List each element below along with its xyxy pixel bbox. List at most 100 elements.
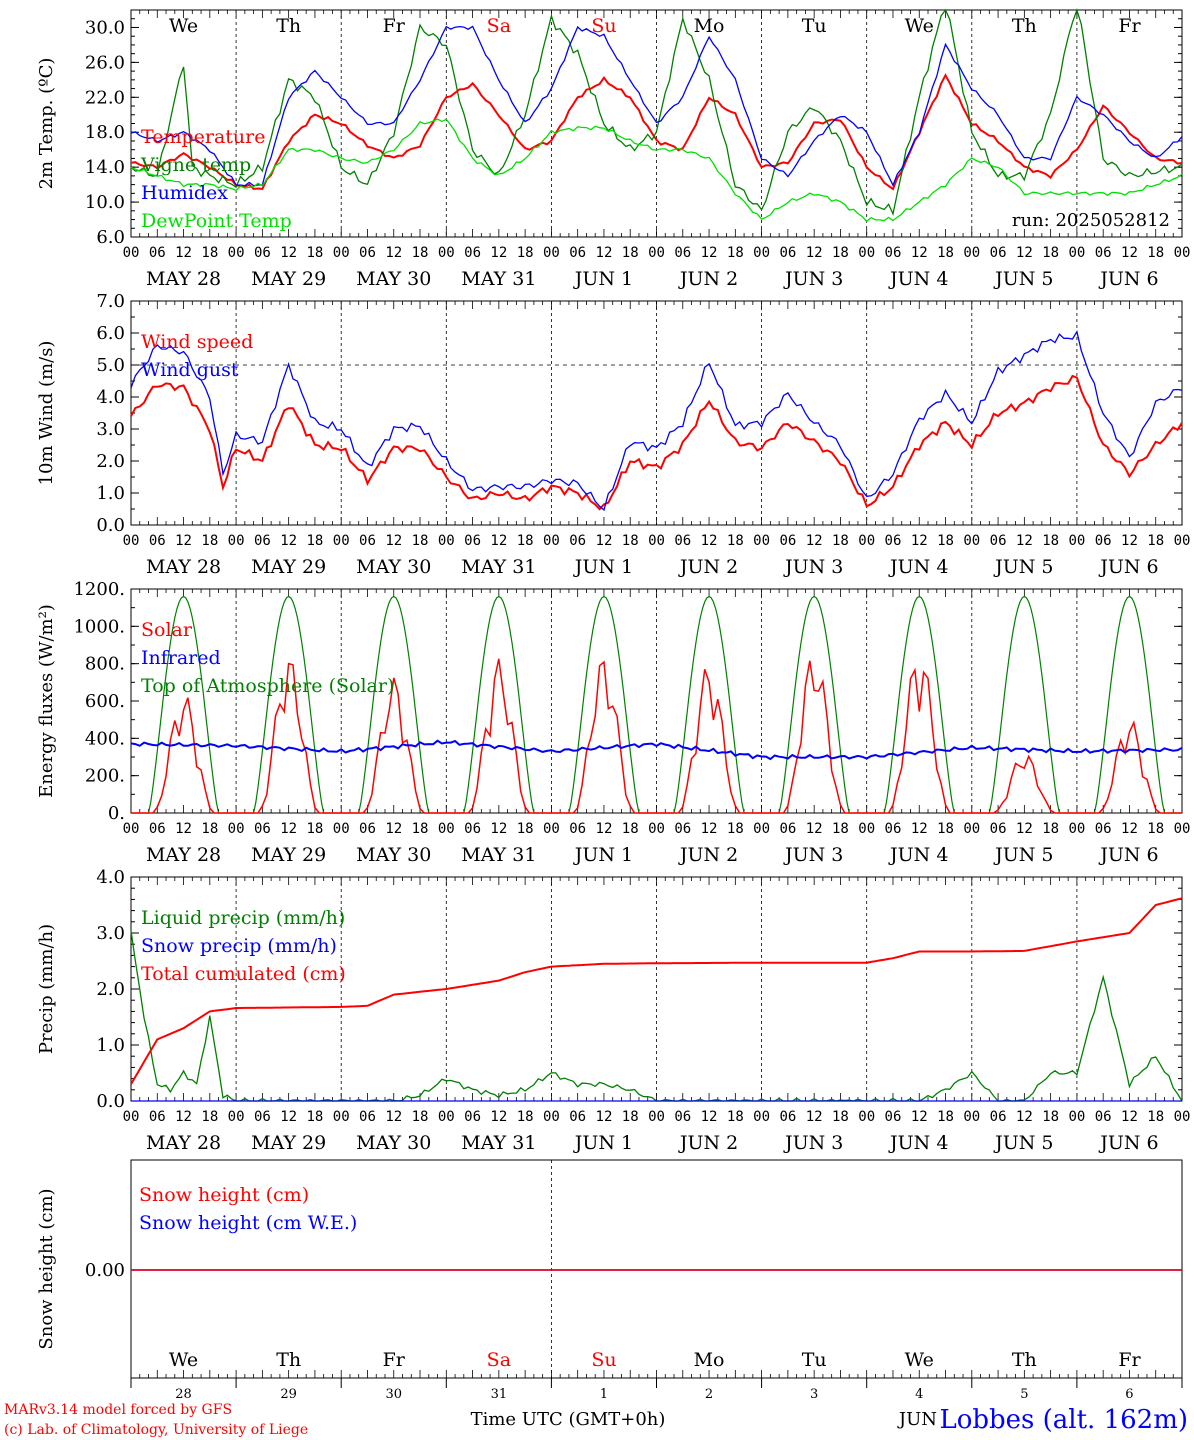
hour-tick-label: 06 [1095,821,1112,837]
hour-tick-label: 00 [543,245,560,261]
hour-tick-label: 12 [175,245,192,261]
hour-tick-label: 18 [727,245,744,261]
series-line-solar [131,658,1182,814]
hour-tick-label: 00 [123,245,140,261]
series-line-vigne-temp [130,7,1183,216]
hour-tick-label: 18 [517,821,534,837]
hour-tick-label: 18 [622,821,639,837]
weekday-label: Tu [802,15,827,37]
date-label: MAY 31 [461,556,536,578]
y-tick-label: 1200. [73,579,125,600]
y-tick-label: 2.0 [96,451,125,472]
legend-entry: Liquid precip (mm/h) [141,907,345,929]
hour-tick-label: 00 [228,245,245,261]
hour-tick-label: 18 [412,245,429,261]
date-label: MAY 30 [356,844,431,866]
legend-entry: Top of Atmosphere (Solar) [141,675,394,697]
hour-tick-label: 12 [385,1109,402,1125]
hour-tick-label: 00 [1068,533,1085,549]
legend-entry: Snow height (cm) [139,1184,309,1206]
hour-tick-label: 12 [596,1109,613,1125]
hour-tick-label: 18 [306,821,323,837]
y-tick-label: 6.0 [96,323,125,344]
day-number-label: 2 [705,1387,713,1402]
hour-tick-label: 00 [648,821,665,837]
weekday-label: Mo [694,1349,725,1371]
series-line-temperature [130,73,1183,191]
hour-tick-label: 00 [543,821,560,837]
hour-tick-label: 06 [569,533,586,549]
hour-tick-label: 12 [1121,245,1138,261]
hour-tick-label: 06 [779,533,796,549]
hour-tick-label: 00 [648,245,665,261]
y-axis-label: Snow height (cm) [36,1188,57,1349]
hour-tick-label: 18 [306,245,323,261]
hour-tick-label: 00 [1174,245,1191,261]
y-tick-label: 10.0 [85,192,125,213]
hour-tick-label: 06 [149,533,166,549]
day-number-label: 1 [600,1387,608,1402]
legend-entry: DewPoint Temp [141,210,292,232]
date-label: MAY 29 [251,1132,326,1154]
y-axis-label: 2m Temp. (ºC) [36,58,57,190]
hour-tick-label: 06 [569,821,586,837]
date-label: MAY 28 [146,268,221,290]
hour-tick-label: 00 [753,533,770,549]
hour-tick-label: 00 [858,245,875,261]
hour-tick-label: 06 [990,821,1007,837]
hour-tick-label: 00 [543,1109,560,1125]
date-label: MAY 30 [356,1132,431,1154]
hour-tick-label: 18 [832,533,849,549]
hour-tick-label: 06 [885,245,902,261]
panel-frame [130,588,1183,814]
hour-tick-label: 12 [1016,533,1033,549]
hour-tick-label: 06 [464,245,481,261]
weekday-label: Th [1012,15,1037,37]
hour-tick-label: 18 [1147,821,1164,837]
hour-tick-label: 12 [175,821,192,837]
hour-tick-label: 00 [228,821,245,837]
weekday-label: Th [1012,1349,1037,1371]
hour-tick-label: 18 [832,245,849,261]
y-tick-label: 6.0 [96,227,125,248]
hour-tick-label: 18 [517,245,534,261]
legend-entry: Wind gust [141,359,239,381]
weekday-label: Fr [383,15,406,37]
y-tick-label: 0.0 [96,1091,125,1112]
hour-tick-label: 06 [885,1109,902,1125]
hour-tick-label: 00 [1068,245,1085,261]
hour-tick-label: 12 [596,533,613,549]
hour-tick-label: 18 [622,245,639,261]
hour-tick-label: 12 [1121,1109,1138,1125]
date-label: JUN 3 [783,556,843,578]
day-number-label: 29 [280,1387,297,1402]
y-axis-label: Energy fluxes (W/m²) [36,604,57,798]
hour-tick-label: 06 [674,533,691,549]
hour-tick-label: 12 [1121,821,1138,837]
date-label: MAY 29 [251,844,326,866]
hour-tick-label: 06 [149,821,166,837]
y-tick-label: 1.0 [96,1035,125,1056]
date-label: JUN 5 [993,1132,1053,1154]
hour-tick-label: 12 [385,821,402,837]
series-line-dewpoint-temp [130,118,1183,223]
hour-tick-label: 00 [858,1109,875,1125]
series-line-wind-gust [130,329,1183,512]
day-number-label: 31 [491,1387,508,1402]
hour-tick-label: 18 [937,245,954,261]
weekday-label: Th [276,15,301,37]
weekday-label: Tu [802,1349,827,1371]
hour-tick-label: 12 [911,533,928,549]
hour-tick-label: 12 [280,821,297,837]
hour-tick-label: 00 [228,1109,245,1125]
date-label: JUN 4 [888,844,948,866]
hour-tick-label: 12 [385,533,402,549]
date-label: JUN 2 [678,1132,738,1154]
date-label: MAY 31 [461,1132,536,1154]
hour-tick-label: 12 [911,821,928,837]
series-line-humidex [130,25,1183,187]
hour-tick-label: 00 [543,533,560,549]
hour-tick-label: 00 [333,533,350,549]
y-axis-label: Precip (mm/h) [36,924,57,1054]
hour-tick-label: 18 [201,1109,218,1125]
